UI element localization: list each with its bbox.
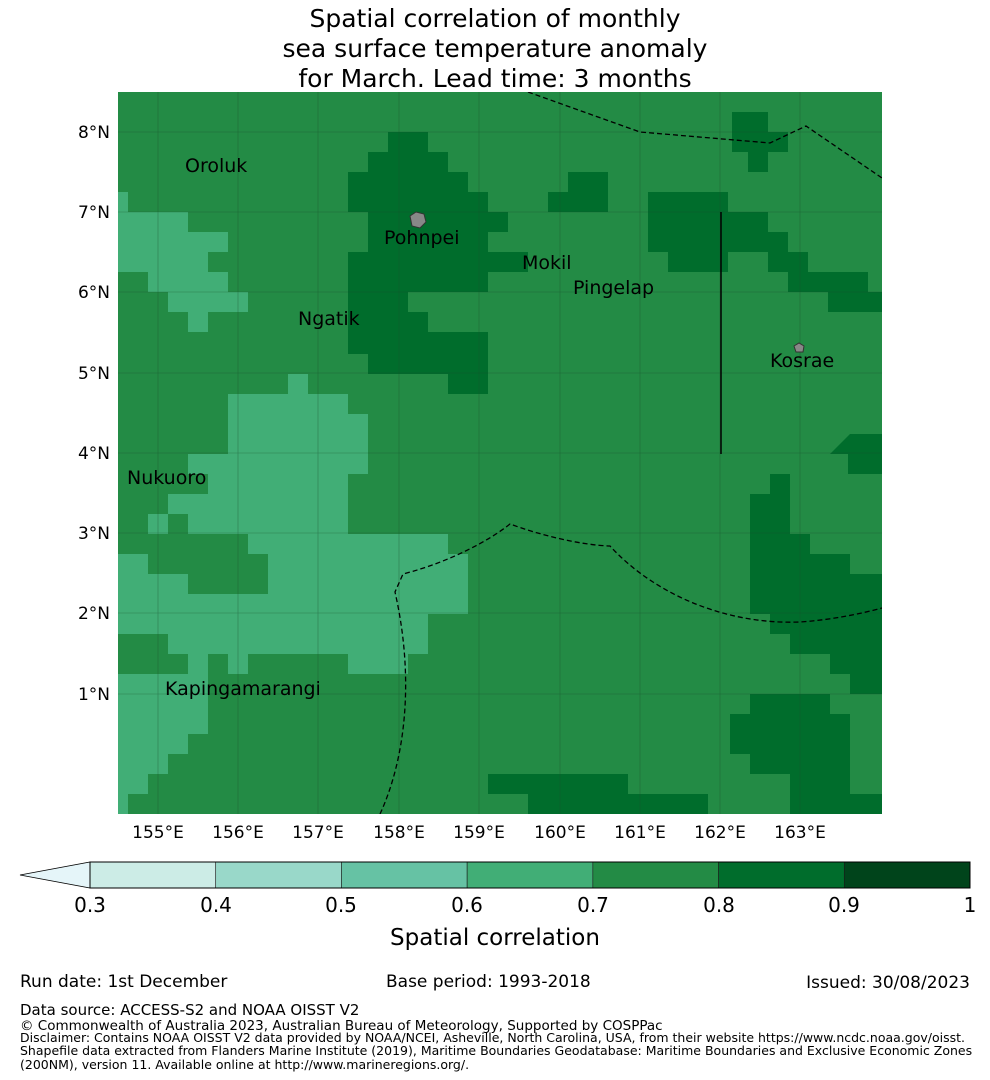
lon-label: 160°E — [534, 823, 586, 843]
place-kapingamarangi: Kapingamarangi — [165, 678, 321, 700]
colorbar-tick: 0.3 — [74, 893, 106, 917]
disclaimer-line-3: (200NM), version 11. Available online at… — [20, 1057, 470, 1072]
eez-boundaries — [379, 92, 882, 814]
map-title: Spatial correlation of monthly sea surfa… — [282, 4, 708, 93]
lon-label: 163°E — [774, 823, 826, 843]
colorbar-label: Spatial correlation — [390, 925, 600, 951]
colorbar-segment — [89, 861, 217, 889]
region-0.6-0.7 — [118, 192, 468, 814]
colorbar: 0.3 0.4 0.5 0.6 0.7 0.8 0.9 1 Spatial co… — [19, 861, 977, 951]
colorbar-tick: 0.4 — [200, 893, 232, 917]
colorbar-tick: 0.8 — [703, 893, 735, 917]
disclaimer-line-1: Disclaimer: Contains NOAA OISST V2 data … — [20, 1030, 965, 1045]
lat-label: 7°N — [78, 203, 110, 223]
lat-label: 2°N — [78, 604, 110, 624]
place-kosrae: Kosrae — [770, 350, 834, 372]
colorbar-segment — [466, 861, 594, 889]
lon-label: 159°E — [453, 823, 505, 843]
lon-label: 156°E — [212, 823, 264, 843]
lat-label: 5°N — [78, 364, 110, 384]
colorbar-segment — [215, 861, 342, 889]
colorbar-segment — [341, 861, 468, 889]
lat-label: 8°N — [78, 123, 110, 143]
run-date: Run date: 1st December — [20, 972, 228, 992]
place-oroluk: Oroluk — [185, 155, 247, 177]
colorbar-segment — [843, 861, 971, 889]
base-period: Base period: 1993-2018 — [386, 972, 591, 992]
region-0.8-0.9 — [348, 112, 882, 814]
colorbar-segment — [592, 861, 719, 889]
colorbar-segment — [718, 861, 845, 889]
lon-label: 157°E — [292, 823, 344, 843]
pohnpei-island — [409, 211, 427, 229]
lon-label: 161°E — [614, 823, 666, 843]
colorbar-tick: 0.7 — [577, 893, 609, 917]
place-ngatik: Ngatik — [298, 308, 360, 330]
place-pingelap: Pingelap — [573, 277, 654, 299]
place-nukuoro: Nukuoro — [127, 467, 206, 489]
colorbar-tick: 1 — [964, 893, 977, 917]
colorbar-tick: 0.5 — [325, 893, 357, 917]
kosrae-island — [793, 342, 805, 353]
lon-label: 162°E — [694, 823, 746, 843]
lon-label: 155°E — [132, 823, 184, 843]
graticule — [118, 92, 882, 814]
issued-date: Issued: 30/08/2023 — [806, 973, 970, 993]
data-source: Data source: ACCESS-S2 and NOAA OISST V2 — [20, 1001, 360, 1019]
lat-label: 3°N — [78, 524, 110, 544]
colorbar-tick: 0.9 — [828, 893, 860, 917]
colorbar-tick: 0.6 — [451, 893, 483, 917]
place-mokil: Mokil — [522, 252, 572, 274]
disclaimer-line-2: Shapefile data extracted from Flanders M… — [20, 1043, 973, 1058]
copyright: © Commonwealth of Australia 2023, Austra… — [20, 1018, 663, 1034]
lon-label: 158°E — [373, 823, 425, 843]
colorbar-extend-arrow — [19, 861, 91, 889]
lat-label: 1°N — [78, 685, 110, 705]
lat-label: 6°N — [78, 283, 110, 303]
place-pohnpei: Pohnpei — [384, 227, 460, 249]
lat-label: 4°N — [78, 444, 110, 464]
